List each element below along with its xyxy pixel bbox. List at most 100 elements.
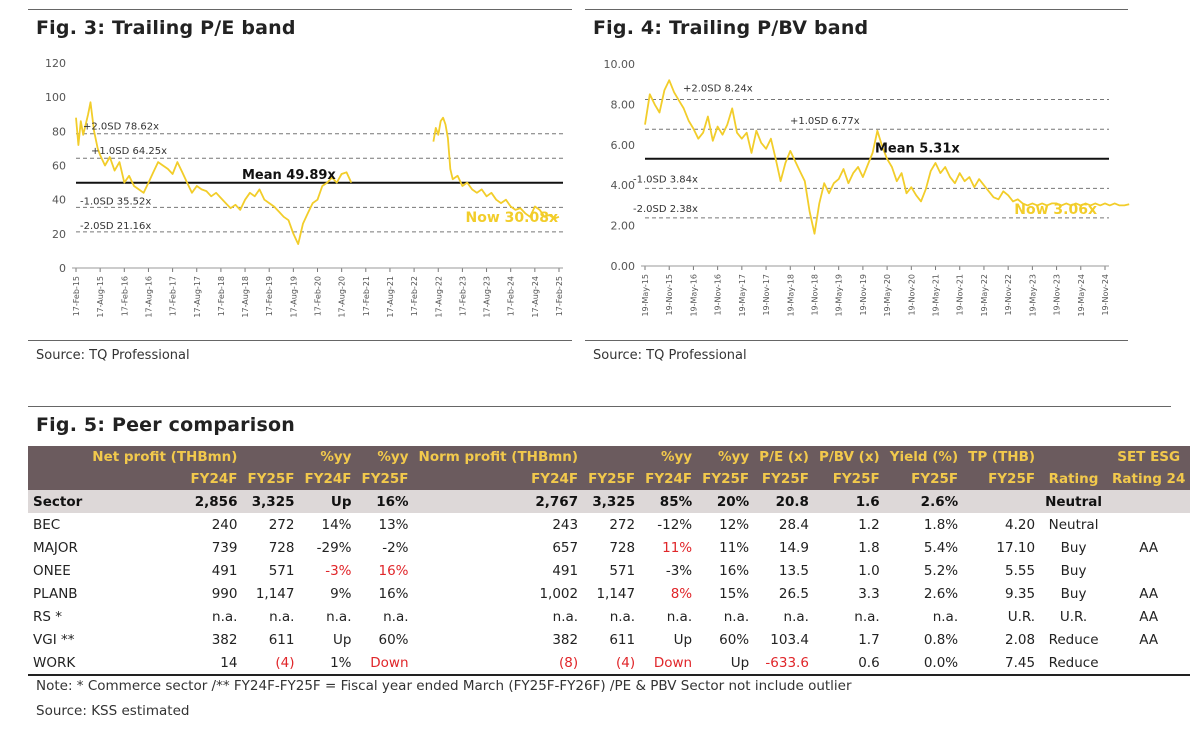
table-cell: 14%: [321, 516, 352, 533]
table-cell: Rating 24: [1112, 471, 1186, 487]
series-line: [644, 79, 1130, 235]
table-cell: 26.5: [778, 585, 809, 602]
table-cell: 739: [211, 539, 238, 556]
table-cell: Yield (%): [889, 449, 959, 465]
table-cell: [963, 490, 1040, 513]
table-cell: 1.2: [858, 516, 880, 533]
x-tick-label: 17-Feb-16: [120, 276, 129, 316]
x-tick-label: 19-Nov-16: [714, 274, 723, 316]
table-cell: 60%: [378, 631, 409, 648]
table-cell: 571: [268, 562, 295, 579]
table-cell: [583, 446, 640, 468]
table-cell: Neutral: [1048, 516, 1099, 533]
table-cell: Up: [697, 651, 755, 676]
table-cell: Sector: [33, 493, 83, 510]
table-cell: 12%: [719, 516, 750, 533]
sd-band-label: -2.0SD 21.16x: [80, 221, 151, 232]
x-tick-label: 19-Nov-15: [665, 274, 674, 316]
sd-band-label: -2.0SD 2.38x: [633, 204, 698, 215]
table-cell: Buy: [1060, 585, 1087, 602]
table-cell: -3%: [665, 562, 693, 579]
x-tick-label: 19-Nov-22: [1004, 274, 1013, 316]
fig3-source: Source: TQ Professional: [36, 348, 190, 363]
x-tick-label: 17-Feb-18: [217, 276, 226, 316]
table-cell: 491: [552, 562, 579, 579]
table-cell: FY25F: [911, 471, 959, 487]
table-cell: 103.4: [770, 631, 809, 648]
table-cell: 728: [268, 539, 295, 556]
table-cell: 1,002: [539, 585, 579, 602]
table-cell: %yy: [320, 449, 352, 465]
table-cell: FY25F: [588, 471, 636, 487]
sd-band-label: -1.0SD 35.52x: [80, 196, 151, 207]
table-cell: 1.8%: [923, 516, 959, 533]
table-cell: AA: [1139, 608, 1159, 625]
table-cell: FY25F: [361, 471, 409, 487]
table-cell: 382: [552, 631, 579, 648]
y-tick-label: 100: [45, 91, 66, 104]
table-cell: [1107, 651, 1191, 676]
table-cell: 20.8: [775, 493, 809, 510]
table-cell: 13%: [378, 516, 409, 533]
table-cell: 2,856: [194, 493, 238, 510]
x-tick-label: 17-Feb-17: [169, 276, 178, 316]
x-tick-label: 17-Feb-21: [362, 276, 371, 316]
x-tick-label: 17-Aug-24: [531, 276, 540, 318]
table-cell: %yy: [718, 449, 750, 465]
x-tick-label: 17-Feb-23: [458, 276, 467, 316]
y-tick-label: 10.00: [604, 58, 636, 71]
table-cell: 1.8: [858, 539, 880, 556]
table-cell: -29%: [316, 539, 352, 556]
table-cell: MAJOR: [33, 539, 78, 556]
table-cell: n.a.: [212, 608, 238, 625]
x-tick-label: 17-Feb-19: [265, 276, 274, 316]
table-cell: 0.8%: [923, 631, 959, 648]
table-cell: n.a.: [666, 608, 693, 625]
x-tick-label: 19-Nov-17: [762, 274, 771, 316]
table-cell: n.a.: [609, 608, 636, 625]
table-cell: n.a.: [854, 608, 880, 625]
y-tick-label: 120: [45, 57, 66, 70]
now-label: Now 30.08x: [466, 210, 558, 226]
series-line: [75, 101, 353, 246]
x-tick-label: 17-Feb-15: [72, 276, 81, 316]
table-cell: 5.4%: [923, 539, 959, 556]
table-cell: 3.3: [858, 585, 880, 602]
table-cell: 990: [211, 585, 238, 602]
sd-band-label: +1.0SD 6.77x: [790, 116, 860, 127]
table-cell: 657: [552, 539, 579, 556]
table-cell: 20%: [716, 493, 750, 510]
table-cell: AA: [1139, 631, 1159, 648]
x-tick-label: 17-Aug-21: [386, 276, 395, 318]
table-cell: Buy: [1060, 562, 1087, 579]
table-cell: 4.20: [1005, 516, 1036, 533]
x-tick-label: 19-May-15: [641, 274, 650, 317]
table-header-row: FY24F FY25F FY24F FY25F FY24F FY25F FY24F FY25F…: [28, 468, 1191, 490]
fig4-top-rule: [585, 9, 1128, 10]
table-cell: 2.08: [1005, 631, 1036, 648]
pe-band-chart: 120 100 80 60 40 20 0 17-Feb-15 17-Aug-15 17-Feb-…: [45, 57, 564, 318]
table-cell: 611: [268, 631, 295, 648]
table-cell: FY24F: [645, 471, 693, 487]
table-cell: 14: [87, 651, 243, 676]
table-cell: 571: [609, 562, 636, 579]
table-cell: P/E (x): [759, 449, 809, 465]
y-tick-label: 80: [52, 125, 66, 138]
y-tick-label: 4.00: [611, 179, 636, 192]
table-cell: RS *: [33, 608, 62, 625]
table-cell: -3%: [325, 562, 352, 579]
table-row: MAJOR 739 728 -29% -2% 657 728 11% 11% 14.9 1.8 5.4…: [28, 536, 1190, 559]
table-cell: Up: [673, 631, 693, 648]
table-cell: P/BV (x): [818, 449, 880, 465]
table-cell: AA: [1139, 585, 1159, 602]
now-label: Now 3.06x: [1014, 202, 1097, 218]
table-cell: Norm profit (THBmn): [418, 449, 579, 465]
table-cell: n.a.: [723, 608, 750, 625]
x-tick-label: 17-Feb-22: [410, 276, 419, 316]
table-cell: TP (THB): [968, 449, 1036, 465]
table-cell: Down: [640, 651, 698, 676]
table-cell: 85%: [659, 493, 693, 510]
table-cell: WORK: [28, 651, 88, 676]
table-cell: Up: [333, 631, 352, 648]
x-tick-label: 19-Nov-19: [859, 274, 868, 316]
